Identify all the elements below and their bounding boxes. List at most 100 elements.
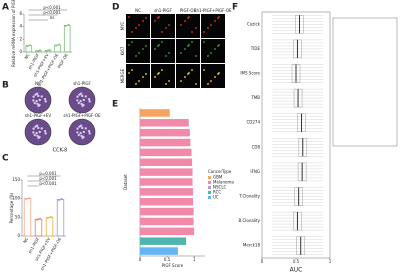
cell (195, 27, 197, 29)
cell (195, 83, 197, 85)
point (28, 44, 30, 47)
panel-label: D (112, 3, 119, 13)
colony (36, 102, 39, 106)
point (39, 49, 41, 51)
well-label: sh1-PIGF+EV (25, 113, 51, 118)
cell (135, 27, 137, 29)
point (64, 25, 67, 28)
y-axis-label: Percentage (%) (9, 192, 14, 223)
p-value: p<0.001 (39, 181, 57, 186)
colony (81, 126, 84, 130)
cell (207, 55, 209, 57)
cell (157, 45, 159, 47)
cell (161, 41, 163, 43)
point (50, 215, 52, 218)
legend-label: NSCLC (213, 185, 227, 190)
micrograph (151, 64, 175, 88)
cell (187, 73, 189, 75)
cell (138, 52, 140, 54)
x-tick-label: 0 (139, 257, 142, 262)
cell (145, 73, 147, 75)
bar (140, 217, 194, 226)
caption: CCK-8 (53, 148, 68, 154)
micrograph (126, 64, 150, 88)
x-tick-label: NC (22, 236, 29, 244)
bar (140, 138, 191, 147)
cell (210, 52, 212, 54)
legend-label: Melanoma (213, 180, 234, 185)
point (26, 197, 29, 200)
row-label: MERGE (120, 68, 125, 83)
point (67, 23, 70, 26)
y-tick-label: TMB (250, 95, 260, 100)
bar (140, 188, 194, 196)
point (39, 217, 41, 220)
y-tick-label: CD8 (252, 144, 261, 149)
colony (44, 100, 47, 103)
point (45, 50, 48, 53)
colony (37, 126, 40, 130)
well (68, 118, 96, 146)
colony (76, 127, 79, 130)
colony (32, 95, 35, 98)
bar (140, 158, 192, 167)
point (37, 218, 40, 220)
y-tick-label: CD274 (246, 120, 260, 125)
x-tick-label: 0.5 (164, 257, 171, 262)
cell (168, 80, 170, 82)
cell (165, 27, 167, 29)
cell (168, 24, 170, 26)
cell (217, 45, 219, 47)
colony (80, 102, 83, 106)
micrograph (176, 39, 200, 63)
colony (36, 134, 39, 138)
bar (140, 227, 195, 236)
panel-label: C (2, 154, 9, 164)
cell (187, 17, 189, 19)
cell (161, 31, 163, 33)
point (61, 197, 63, 200)
colony (88, 132, 91, 135)
colony (38, 130, 41, 134)
point (48, 48, 51, 51)
colony (34, 93, 37, 96)
cell (145, 17, 147, 19)
y-tick-label: 50 (15, 214, 21, 219)
point (36, 50, 38, 53)
colony (35, 131, 38, 135)
bar (140, 128, 190, 137)
legend-title: CancerType (208, 169, 232, 174)
bar (140, 168, 193, 176)
cell (157, 73, 159, 75)
cell (203, 31, 205, 33)
micrograph (201, 39, 225, 63)
cell (203, 41, 205, 43)
y-tick-label: IMS.Score (240, 71, 260, 76)
well-label: sh1-PIGF (73, 81, 91, 86)
colony (77, 133, 81, 137)
cell (154, 76, 156, 78)
cell (161, 69, 163, 71)
well (24, 86, 52, 114)
micrograph (201, 64, 225, 88)
legend-label: GBM (213, 175, 223, 180)
p-value: p<0.001 (43, 10, 61, 15)
y-tick-label: 150 (12, 177, 20, 182)
colony (32, 99, 35, 102)
cell (180, 80, 182, 82)
colony (80, 134, 83, 138)
legend-box (332, 17, 398, 147)
row-label: MYC (120, 22, 125, 31)
cell (131, 31, 133, 33)
point (66, 24, 68, 27)
colony (33, 101, 37, 105)
x-axis-label: PIGF Score (162, 263, 184, 268)
colony (34, 125, 37, 128)
bar (140, 109, 170, 117)
p-value: p<0.001 (43, 5, 61, 10)
x-tick-label: 1 (329, 259, 332, 264)
y-axis-label: Relative mRNA expression of PIGF (11, 0, 16, 67)
colony (82, 130, 86, 134)
cell (128, 16, 130, 18)
